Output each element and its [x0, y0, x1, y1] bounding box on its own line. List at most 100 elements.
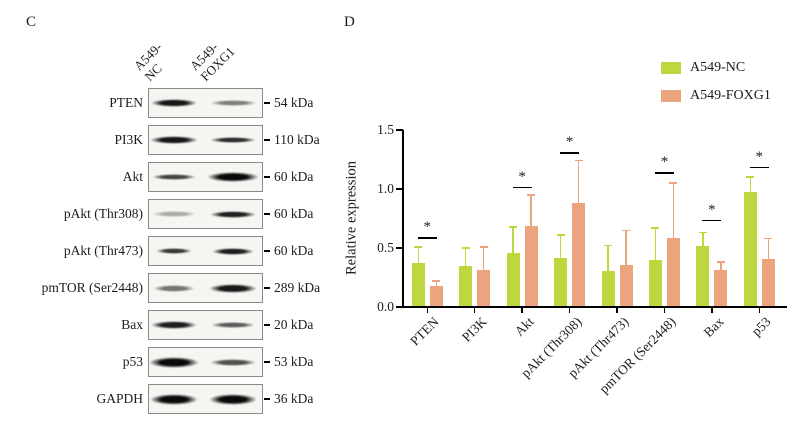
significance-line [512, 186, 532, 189]
significance-star: * [518, 168, 526, 185]
mass-label: 20 kDa [274, 317, 314, 332]
x-category-label: p53 [748, 314, 774, 339]
bar-a549-foxg1 [572, 202, 586, 307]
error-bar-cap [698, 231, 707, 234]
blot-band [151, 321, 197, 329]
error-bar-line [482, 246, 485, 270]
error-bar-line [559, 235, 562, 259]
mass-tick [264, 176, 270, 178]
error-bar-line [607, 245, 609, 272]
blot-protein-label: pmTOR (Ser2448) [41, 280, 143, 295]
error-bar-line [654, 227, 657, 261]
blot-protein-label: PTEN [109, 95, 143, 110]
bar-a549-foxg1 [619, 265, 633, 307]
x-tick [758, 307, 760, 313]
significance-star: * [565, 134, 574, 151]
significance-star: * [423, 219, 432, 236]
error-bar-cap [622, 229, 631, 232]
error-bar-cap [556, 234, 565, 236]
significance-line [417, 237, 437, 239]
blot-band [210, 210, 256, 218]
blot-band [152, 211, 196, 217]
y-tick [396, 188, 403, 190]
error-bar-line [435, 281, 438, 287]
blot-box [148, 384, 263, 414]
error-bar-cap [461, 247, 470, 249]
x-category-label: PTEN [407, 314, 442, 349]
blot-box [148, 347, 263, 377]
x-tick [711, 307, 713, 313]
error-bar-cap [604, 244, 613, 247]
mass-label: 60 kDa [274, 243, 314, 258]
error-bar-cap [414, 246, 423, 248]
bar-a549-nc [601, 271, 615, 307]
blot-box [148, 125, 263, 155]
y-tick [396, 306, 403, 308]
error-bar-cap [764, 237, 773, 240]
error-bar-line [530, 194, 532, 227]
x-category-label: PI3K [458, 314, 490, 345]
blot-band [152, 174, 196, 180]
error-bar-cap [432, 280, 441, 282]
blot-protein-label: p53 [122, 354, 143, 369]
error-bar-line [464, 248, 467, 267]
x-category-label: Akt [511, 314, 537, 339]
error-bar-cap [716, 261, 725, 263]
bar-a549-foxg1 [429, 286, 443, 307]
legend-swatch [661, 62, 681, 74]
error-bar-line [577, 160, 580, 203]
blot-protein-label: GAPDH [96, 391, 143, 406]
x-tick [568, 307, 571, 313]
bar-a549-foxg1 [666, 238, 680, 307]
western-blot-panel: A549- NC A549- FOXG1 PTEN 54 kDa PI3K 110 kDa… [0, 0, 340, 429]
mass-label: 54 kDa [274, 95, 314, 110]
error-bar-line [417, 246, 420, 263]
mass-tick [264, 324, 270, 326]
blot-band [153, 284, 195, 292]
x-category-label: pAkt (Thr308) [517, 314, 585, 381]
blot-protein-label: Akt [122, 169, 143, 184]
error-bar-line [672, 183, 675, 239]
error-bar-line [767, 238, 770, 260]
error-bar-cap [746, 176, 755, 178]
x-category-label: Bax [700, 314, 727, 340]
blot-band [210, 137, 256, 143]
bar-a549-nc [459, 266, 473, 307]
x-tick [616, 307, 618, 313]
blot-band [150, 136, 198, 144]
x-tick [663, 307, 666, 313]
significance-line [702, 219, 722, 222]
blot-band [210, 358, 256, 366]
blot-band [156, 248, 192, 254]
blot-box [148, 199, 263, 229]
y-axis-line [402, 130, 404, 308]
mass-tick [264, 361, 270, 363]
error-bar-cap [651, 227, 660, 229]
error-bar-cap [527, 194, 536, 196]
error-bar-cap [669, 182, 678, 184]
mass-label: 36 kDa [274, 391, 314, 406]
legend-label: A549-FOXG1 [690, 88, 771, 103]
mass-label: 53 kDa [274, 354, 314, 369]
y-tick [396, 247, 403, 249]
mass-label: 60 kDa [274, 169, 314, 184]
y-tick [396, 129, 403, 131]
error-bar-line [625, 230, 627, 266]
significance-line [560, 152, 580, 154]
blot-band [209, 283, 257, 293]
panel-d-label: D [344, 14, 355, 30]
blot-box [148, 273, 263, 303]
significance-line [654, 172, 674, 174]
legend-label: A549-NC [690, 60, 746, 75]
blot-band [212, 247, 254, 255]
bar-a549-nc [554, 258, 568, 307]
blot-protein-label: pAkt (Thr473) [63, 243, 143, 258]
blot-band [149, 356, 199, 368]
x-tick [426, 307, 428, 313]
error-bar-cap [509, 226, 518, 228]
blot-box [148, 310, 263, 340]
blot-protein-label: pAkt (Thr308) [63, 206, 143, 221]
bar-a549-nc [648, 260, 662, 307]
error-bar-line [720, 262, 722, 270]
